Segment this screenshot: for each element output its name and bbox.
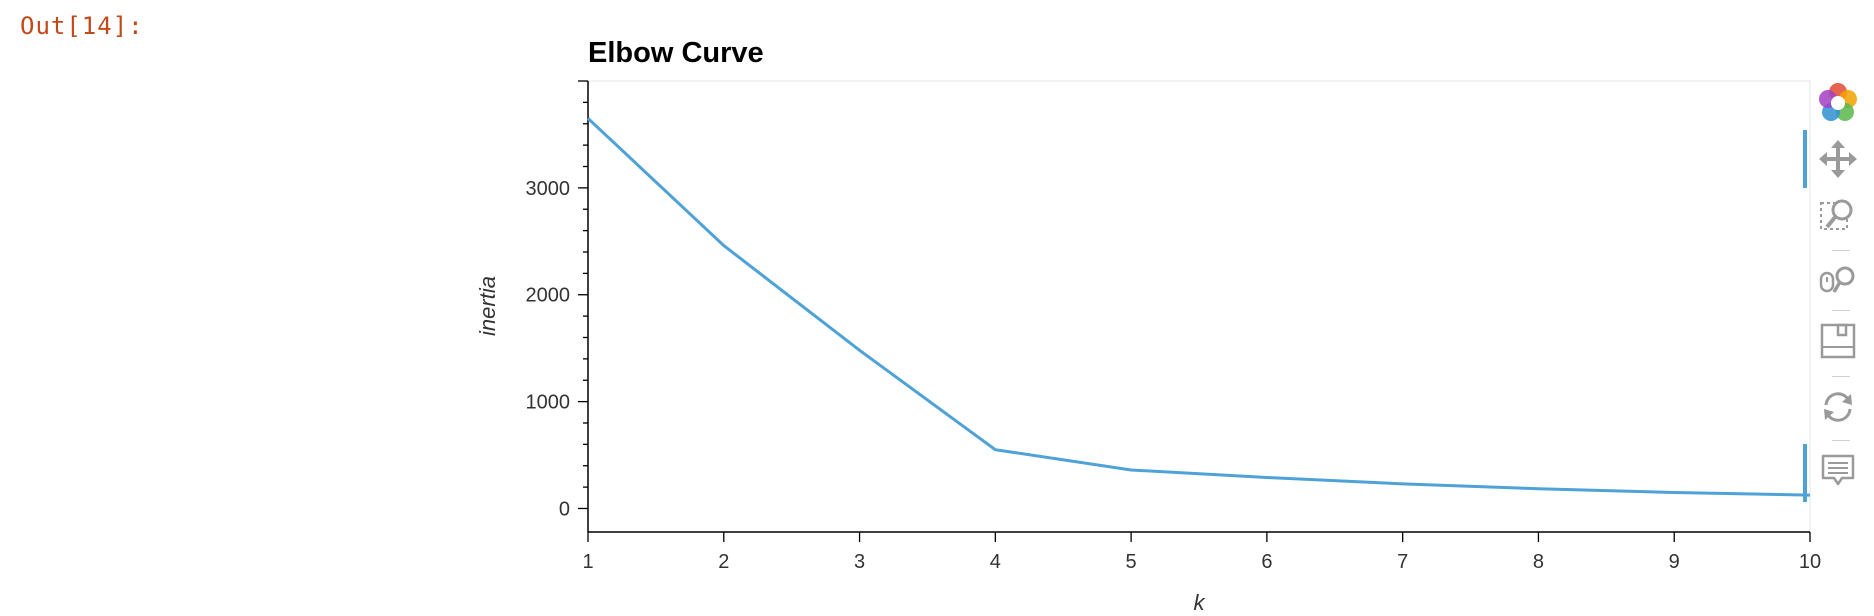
toolbar-separator (1832, 310, 1850, 311)
box-zoom-icon[interactable] (1808, 190, 1868, 240)
x-axis-ticks: 1 2 3 4 5 6 7 8 9 10 (582, 532, 1821, 573)
x-tick-label: 6 (1261, 551, 1272, 573)
x-tick-label: 10 (1799, 551, 1821, 573)
save-icon[interactable] (1808, 316, 1868, 366)
x-tick-label: 9 (1669, 551, 1680, 573)
y-tick-label: 2000 (526, 285, 571, 307)
x-tick-label: 4 (990, 551, 1001, 573)
x-tick-label: 7 (1397, 551, 1408, 573)
y-axis-label: inertia (475, 276, 500, 336)
toolbar-separator (1832, 250, 1850, 251)
wheel-zoom-icon[interactable] (1808, 256, 1868, 306)
hover-icon[interactable] (1808, 446, 1868, 496)
x-tick-label: 5 (1126, 551, 1137, 573)
hover-active-indicator (1803, 444, 1807, 502)
pan-active-indicator (1803, 130, 1807, 188)
y-tick-label: 1000 (526, 392, 571, 414)
series-line-inertia (586, 117, 1811, 497)
toolbar-separator (1832, 376, 1850, 377)
y-tick-label: 3000 (526, 178, 571, 200)
x-tick-label: 3 (854, 551, 865, 573)
x-tick-label: 2 (718, 551, 729, 573)
output-prompt: Out[14]: (20, 12, 144, 40)
pan-icon[interactable] (1808, 134, 1868, 184)
toolbar-separator (1832, 440, 1850, 441)
y-tick-label: 0 (559, 498, 570, 520)
chart-title: Elbow Curve (588, 37, 764, 69)
x-tick-label: 1 (582, 551, 593, 573)
bokeh-logo-icon[interactable] (1808, 78, 1868, 128)
reset-icon[interactable] (1808, 382, 1868, 432)
x-tick-label: 8 (1533, 551, 1544, 573)
x-axis-label: k (1194, 590, 1206, 615)
plot-toolbar (1803, 78, 1868, 502)
y-axis-ticks: 0 1000 2000 3000 (526, 80, 588, 520)
plot-frame (587, 80, 1811, 533)
